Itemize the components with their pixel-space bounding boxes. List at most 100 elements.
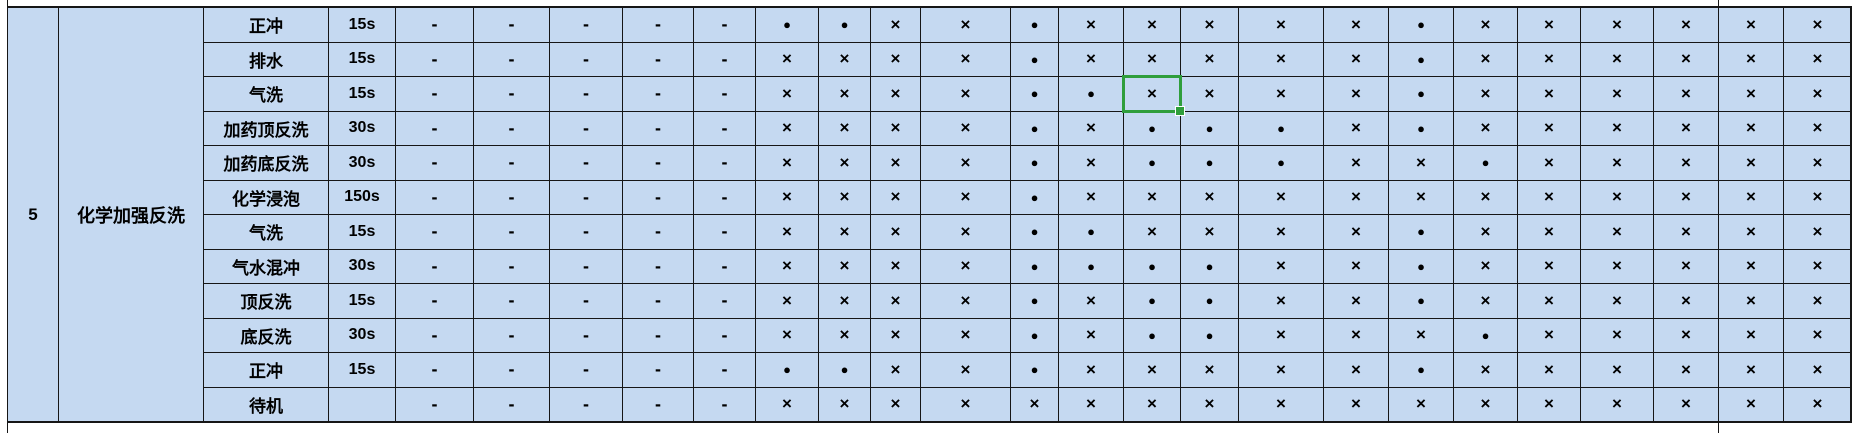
symbol-cell[interactable]: - <box>396 146 474 180</box>
symbol-cell[interactable]: × <box>819 387 871 421</box>
symbol-cell[interactable]: × <box>1324 180 1389 214</box>
symbol-cell[interactable]: × <box>921 284 1011 318</box>
symbol-cell[interactable]: × <box>756 111 819 145</box>
symbol-cell[interactable]: - <box>550 42 623 76</box>
symbol-cell[interactable]: × <box>1581 146 1654 180</box>
symbol-cell[interactable]: - <box>694 284 756 318</box>
symbol-cell[interactable]: ● <box>1124 146 1181 180</box>
symbol-cell[interactable]: × <box>1239 387 1324 421</box>
symbol-cell[interactable]: × <box>1389 387 1454 421</box>
symbol-cell[interactable]: × <box>871 318 921 352</box>
symbol-cell[interactable]: × <box>1812 187 1823 207</box>
symbol-cell[interactable]: ● <box>1389 8 1454 42</box>
symbol-cell[interactable]: - <box>623 146 694 180</box>
symbol-cell[interactable]: - <box>550 77 623 111</box>
symbol-cell[interactable]: ● <box>1124 111 1181 145</box>
symbol-cell[interactable]: × <box>1654 318 1719 352</box>
symbol-cell[interactable]: - <box>694 146 756 180</box>
symbol-cell[interactable]: × <box>871 77 921 111</box>
symbol-cell[interactable]: - <box>694 77 756 111</box>
symbol-cell[interactable]: × <box>1454 215 1518 249</box>
symbol-cell[interactable]: ● <box>1181 249 1239 283</box>
symbol-cell[interactable]: × <box>1719 215 1784 249</box>
duration-cell[interactable]: 15s <box>329 8 396 42</box>
symbol-cell[interactable]: × <box>819 146 871 180</box>
symbol-cell[interactable]: ● <box>1011 8 1059 42</box>
symbol-cell[interactable]: ● <box>1454 146 1518 180</box>
symbol-cell[interactable]: ● <box>756 353 819 387</box>
symbol-cell[interactable]: × <box>871 180 921 214</box>
symbol-cell[interactable]: - <box>623 387 694 421</box>
symbol-cell[interactable]: - <box>550 215 623 249</box>
symbol-cell[interactable]: - <box>396 77 474 111</box>
symbol-cell[interactable]: × <box>1324 42 1389 76</box>
duration-cell[interactable] <box>329 387 396 421</box>
duration-cell[interactable]: 30s <box>329 111 396 145</box>
symbol-cell[interactable]: × <box>1518 353 1581 387</box>
symbol-cell[interactable]: × <box>921 249 1011 283</box>
symbol-cell[interactable]: × <box>1124 387 1181 421</box>
symbol-cell[interactable]: - <box>694 387 756 421</box>
symbol-cell[interactable]: × <box>1389 146 1454 180</box>
symbol-cell[interactable]: - <box>474 146 550 180</box>
symbol-cell[interactable]: ● <box>1011 146 1059 180</box>
symbol-cell[interactable]: × <box>1719 249 1784 283</box>
symbol-cell[interactable]: × <box>1719 77 1784 111</box>
symbol-cell[interactable]: × <box>1324 111 1389 145</box>
symbol-cell[interactable]: ● <box>1181 318 1239 352</box>
symbol-cell[interactable]: × <box>1654 111 1719 145</box>
step-name-cell[interactable]: 气洗 <box>204 215 329 249</box>
symbol-cell[interactable]: × <box>1011 387 1059 421</box>
symbol-cell[interactable]: × <box>756 42 819 76</box>
symbol-cell[interactable]: × <box>1518 284 1581 318</box>
symbol-cell[interactable]: - <box>396 215 474 249</box>
symbol-cell[interactable]: × <box>1454 8 1518 42</box>
symbol-cell[interactable]: × <box>1654 387 1719 421</box>
symbol-cell[interactable]: × <box>1812 359 1823 379</box>
step-name-cell[interactable]: 气水混冲 <box>204 249 329 283</box>
symbol-cell[interactable]: × <box>921 146 1011 180</box>
symbol-cell[interactable]: × <box>1239 353 1324 387</box>
symbol-cell[interactable]: ● <box>1011 353 1059 387</box>
symbol-cell[interactable]: × <box>921 111 1011 145</box>
symbol-cell[interactable]: × <box>1059 111 1124 145</box>
symbol-cell[interactable]: × <box>756 387 819 421</box>
duration-cell[interactable]: 30s <box>329 318 396 352</box>
symbol-cell[interactable]: × <box>871 111 921 145</box>
symbol-cell[interactable]: - <box>396 8 474 42</box>
symbol-cell[interactable]: ● <box>1059 249 1124 283</box>
symbol-cell[interactable]: ● <box>1011 111 1059 145</box>
symbol-cell[interactable]: - <box>396 353 474 387</box>
symbol-cell[interactable]: - <box>694 8 756 42</box>
symbol-cell[interactable]: × <box>819 42 871 76</box>
symbol-cell[interactable]: × <box>1454 353 1518 387</box>
selected-cell[interactable]: × <box>1122 75 1185 116</box>
symbol-cell[interactable]: × <box>1454 284 1518 318</box>
symbol-cell[interactable]: - <box>550 249 623 283</box>
symbol-cell[interactable]: × <box>1581 387 1654 421</box>
symbol-cell[interactable]: × <box>1124 42 1181 76</box>
symbol-cell[interactable]: × <box>819 77 871 111</box>
symbol-cell[interactable]: × <box>1812 118 1823 138</box>
step-name-cell[interactable]: 化学浸泡 <box>204 180 329 214</box>
symbol-cell[interactable]: × <box>1181 387 1239 421</box>
symbol-cell[interactable]: ● <box>1389 42 1454 76</box>
symbol-cell[interactable]: × <box>1518 249 1581 283</box>
symbol-cell[interactable]: × <box>921 180 1011 214</box>
symbol-cell[interactable]: ● <box>1181 284 1239 318</box>
symbol-cell[interactable]: × <box>1518 111 1581 145</box>
symbol-cell[interactable]: × <box>1654 353 1719 387</box>
symbol-cell[interactable]: - <box>474 249 550 283</box>
stage-name-cell[interactable]: 化学加强反洗 <box>59 8 204 421</box>
symbol-cell[interactable]: - <box>396 42 474 76</box>
duration-cell[interactable]: 150s <box>329 180 396 214</box>
symbol-cell[interactable]: × <box>1812 256 1823 276</box>
symbol-cell[interactable]: × <box>1239 284 1324 318</box>
stage-number-cell[interactable]: 5 <box>8 8 59 421</box>
symbol-cell[interactable]: × <box>1181 180 1239 214</box>
symbol-cell[interactable]: × <box>1059 146 1124 180</box>
duration-cell[interactable]: 15s <box>329 77 396 111</box>
symbol-cell[interactable]: × <box>1581 215 1654 249</box>
symbol-cell[interactable]: × <box>1239 180 1324 214</box>
symbol-cell[interactable]: × <box>1518 318 1581 352</box>
